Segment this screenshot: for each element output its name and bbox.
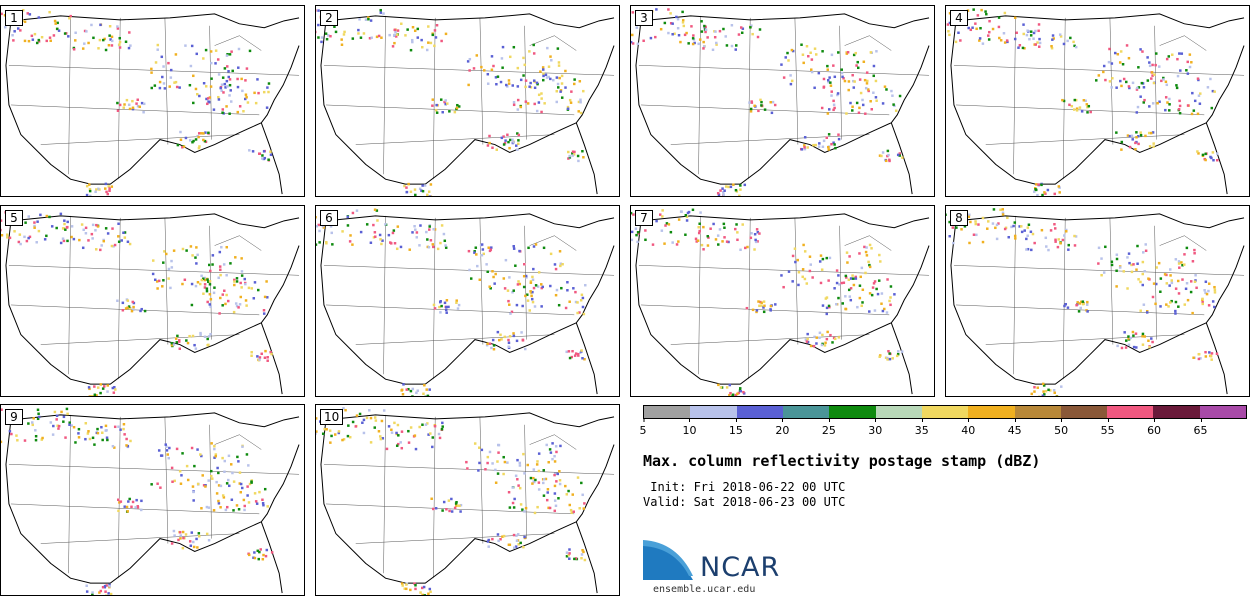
panel-number: 10: [320, 409, 344, 425]
conus-map: [1, 407, 300, 595]
ensemble-member-panel: 10: [315, 404, 620, 596]
panel-number: 6: [320, 210, 338, 226]
ensemble-member-panel: 5: [0, 205, 305, 397]
conus-map: [316, 407, 615, 595]
colorbar-tick-label: 25: [822, 418, 836, 437]
ensemble-member-panel: 2: [315, 5, 620, 197]
panel-number: 7: [635, 210, 653, 226]
conus-map: [946, 8, 1245, 196]
colorbar-segment: [1060, 406, 1108, 418]
panel-number: 1: [5, 10, 23, 26]
colorbar-tick-label: 45: [1008, 418, 1022, 437]
colorbar-segment: [782, 406, 830, 418]
conus-map: [316, 8, 615, 196]
colorbar-tick-label: 35: [915, 418, 929, 437]
ensemble-member-panel: 9: [0, 404, 305, 596]
conus-map: [631, 8, 930, 196]
colorbar-segment: [968, 406, 1015, 418]
colorbar-segment: [1014, 406, 1061, 418]
panel-number: 3: [635, 10, 653, 26]
ncar-logo-icon: [643, 540, 693, 580]
colorbar-tick-label: 5: [640, 418, 647, 437]
conus-map: [631, 208, 930, 396]
ensemble-member-panel: 1: [0, 5, 305, 197]
conus-map: [1, 211, 300, 396]
panel-number: 4: [950, 10, 968, 26]
colorbar-tick-label: 40: [961, 418, 975, 437]
panel-number: 2: [320, 10, 338, 26]
ensemble-member-panel: 4: [945, 5, 1250, 197]
init-time: Init: Fri 2018-06-22 00 UTC: [643, 480, 846, 494]
colorbar-tick-label: 30: [868, 418, 882, 437]
conus-map: [316, 208, 615, 396]
panel-number: 8: [950, 210, 968, 226]
logo-url: ensemble.ucar.edu: [653, 584, 756, 595]
colorbar-segment: [690, 406, 737, 418]
ensemble-member-panel: 7: [630, 205, 935, 397]
colorbar-segment: [829, 406, 876, 418]
colorbar-segment: [644, 406, 691, 418]
colorbar-ticks: 5 10 15 20 25 30 35 40 45 50 55 60 65: [640, 418, 1247, 439]
ensemble-member-panel: 6: [315, 205, 620, 397]
colorbar-segment: [1199, 406, 1247, 418]
colorbar-segment: [921, 406, 969, 418]
panel-number: 5: [5, 210, 23, 226]
colorbar-tick-label: 20: [775, 418, 789, 437]
logo-text: NCAR: [700, 552, 781, 583]
colorbar-segment: [736, 406, 783, 418]
colorbar-segment: [1153, 406, 1200, 418]
colorbar-tick-label: 55: [1101, 418, 1115, 437]
conus-map: [1, 8, 300, 196]
ensemble-member-panel: 8: [945, 205, 1250, 397]
colorbar-segment: [875, 406, 922, 418]
colorbar-tick-label: 65: [1194, 418, 1208, 437]
ensemble-member-panel: 3: [630, 5, 935, 197]
colorbar-tick-label: 50: [1054, 418, 1068, 437]
chart-title: Max. column reflectivity postage stamp (…: [643, 452, 1041, 470]
conus-map: [946, 208, 1245, 396]
colorbar-tick-label: 10: [682, 418, 696, 437]
panel-number: 9: [5, 409, 23, 425]
colorbar-segment: [1107, 406, 1154, 418]
colorbar-tick-label: 15: [729, 418, 743, 437]
colorbar: [643, 405, 1247, 419]
colorbar-tick-label: 60: [1147, 418, 1161, 437]
valid-time: Valid: Sat 2018-06-23 00 UTC: [643, 495, 846, 509]
